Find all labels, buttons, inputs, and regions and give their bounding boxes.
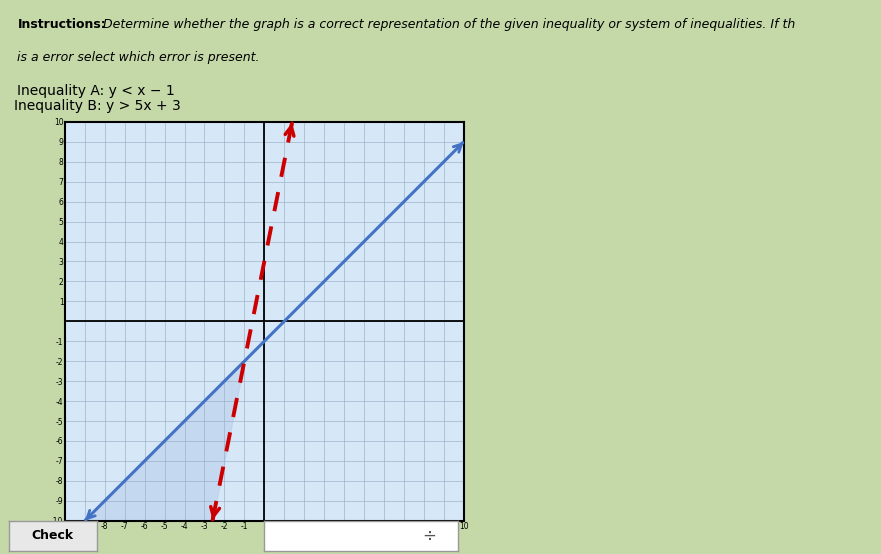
Text: ÷: ÷ — [422, 527, 436, 545]
Text: Instructions:: Instructions: — [18, 18, 107, 31]
Text: Check: Check — [32, 530, 74, 542]
Text: Inequality A: y < x − 1: Inequality A: y < x − 1 — [18, 84, 175, 98]
Text: is a error select which error is present.: is a error select which error is present… — [18, 51, 260, 64]
Text: Inequality B: y > 5x + 3: Inequality B: y > 5x + 3 — [14, 99, 181, 112]
Text: Determine whether the graph is a correct representation of the given inequality : Determine whether the graph is a correct… — [100, 18, 796, 31]
